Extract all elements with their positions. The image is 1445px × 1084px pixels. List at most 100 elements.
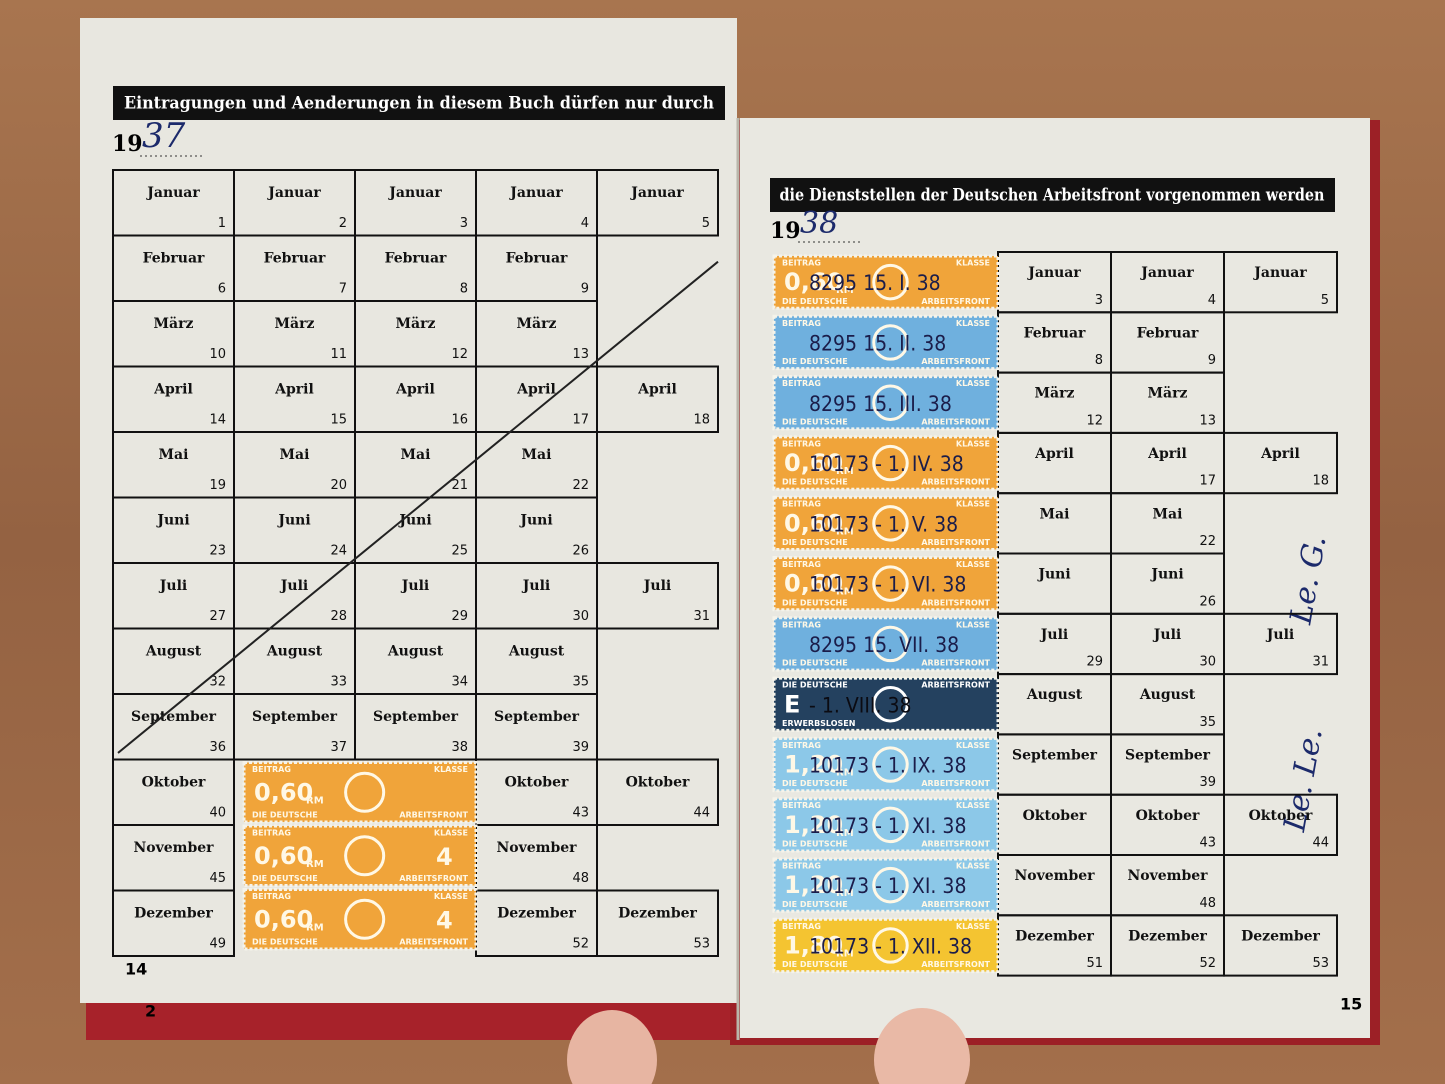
week-number: 9 xyxy=(581,282,589,297)
stamp-class: 4 xyxy=(436,906,453,934)
week-number: 4 xyxy=(581,216,589,231)
week-number: 51 xyxy=(1086,956,1103,971)
week-cell xyxy=(1223,251,1338,314)
month-label: Oktober xyxy=(1136,808,1200,824)
week-number: 16 xyxy=(451,413,468,428)
stamp-unit: RM xyxy=(836,466,854,477)
month-label: November xyxy=(496,840,577,856)
week-number: 17 xyxy=(1199,474,1216,489)
week-cell xyxy=(596,889,719,957)
stamp-label: BEITRAG xyxy=(782,319,821,328)
stamp-cancel: 10173 - 1. IX. 38 xyxy=(809,754,966,778)
stamp-label: KLASSE xyxy=(956,922,990,931)
month-label: Juli xyxy=(158,578,187,594)
week-number: 10 xyxy=(209,347,226,362)
stamp-emblem xyxy=(872,686,909,723)
stamp: BEITRAG KLASSE DIE DEUTSCHE ARBEITSFRONT 1,2… xyxy=(772,857,1000,913)
month-label: April xyxy=(1260,446,1300,462)
stamp-unit: RM xyxy=(306,795,324,806)
stamp-label: KLASSE xyxy=(956,500,990,509)
stamp-label: DIE DEUTSCHE xyxy=(782,417,848,426)
week-number: 23 xyxy=(209,544,226,559)
month-label: November xyxy=(1014,868,1095,884)
week-number: 6 xyxy=(218,282,226,297)
week-number: 18 xyxy=(1312,474,1329,489)
stamp-label: BEITRAG xyxy=(782,620,821,629)
week-number: 40 xyxy=(209,806,226,821)
week-number: 32 xyxy=(209,675,226,690)
stamp-label: KLASSE xyxy=(434,892,468,901)
month-label: Oktober xyxy=(1023,808,1087,824)
week-number: 43 xyxy=(572,806,589,821)
stamp-label: BEITRAG xyxy=(782,922,821,931)
month-label: Juli xyxy=(642,578,671,594)
stamp-emblem xyxy=(872,444,909,482)
stamp-unit: RM xyxy=(836,948,854,959)
stamp-label: ARBEITSFRONT xyxy=(921,417,990,426)
finger xyxy=(874,1008,970,1084)
stamp-label: DIE DEUTSCHE xyxy=(782,900,848,909)
month-label: Juli xyxy=(1152,627,1181,643)
stamp-unit: RM xyxy=(836,285,854,296)
week-number: 12 xyxy=(451,347,468,362)
stamp-cancel: 10173 - 1. XI. 38 xyxy=(809,814,966,838)
header-banner xyxy=(770,178,1335,212)
page-number: 14 xyxy=(125,960,147,979)
stamp-label: KLASSE xyxy=(434,765,468,774)
month-label: Oktober xyxy=(505,774,569,790)
stamp-label: KLASSE xyxy=(956,259,990,268)
stamp-unit: RM xyxy=(306,859,324,870)
stamp-value: 0,60 xyxy=(254,778,313,806)
week-number: 12 xyxy=(1086,413,1103,428)
stamp-unit: RM xyxy=(306,922,324,933)
month-label: Mai xyxy=(1040,506,1070,522)
month-label: April xyxy=(395,381,435,397)
month-label: September xyxy=(373,709,459,725)
week-number: 26 xyxy=(1199,594,1216,609)
week-number: 49 xyxy=(209,937,226,952)
stamp-label: DIE DEUTSCHE xyxy=(782,297,848,306)
stamp-label: DIE DEUTSCHE xyxy=(782,659,848,668)
week-number: 48 xyxy=(572,871,589,886)
month-label: Dezember xyxy=(618,905,697,921)
week-number: 24 xyxy=(330,544,347,559)
week-number: 27 xyxy=(209,609,226,624)
stamp-cancel: 8295 15. VII. 38 xyxy=(809,633,959,657)
week-number: 39 xyxy=(572,740,589,755)
stamp-label: KLASSE xyxy=(956,319,990,328)
stamp-label: KLASSE xyxy=(956,862,990,871)
month-label: Juli xyxy=(1039,627,1068,643)
stamp-label: BEITRAG xyxy=(252,765,291,774)
stamp-cancel: 8295 15. I. 38 xyxy=(809,271,941,295)
stamp-label: BEITRAG xyxy=(782,259,821,268)
stamp: BEITRAG KLASSE DIE DEUTSCHE ARBEITSFRONT 0,6… xyxy=(772,495,1000,552)
week-number: 2 xyxy=(339,216,347,231)
week-number: 34 xyxy=(451,675,468,690)
month-label: Mai xyxy=(280,447,310,463)
month-label: März xyxy=(1035,386,1075,402)
month-label: Januar xyxy=(387,185,442,201)
month-label: Juni xyxy=(155,512,189,528)
stamp: BEITRAG KLASSE DIE DEUTSCHE ARBEITSFRONT 1,2… xyxy=(772,797,1000,853)
strike-line xyxy=(117,260,719,754)
week-number: 30 xyxy=(1199,655,1216,670)
stamp-cancel: 10173 - 1. IV. 38 xyxy=(809,452,964,476)
stamp-unit: RM xyxy=(836,526,854,537)
week-cell xyxy=(1223,914,1338,977)
month-label: Oktober xyxy=(142,774,206,790)
stamp-emblem xyxy=(872,625,909,663)
week-number: 19 xyxy=(209,478,226,493)
month-label: Januar xyxy=(145,185,200,201)
stamp-cancel: 10173 - 1. VI. 38 xyxy=(809,573,966,597)
finger xyxy=(567,1010,657,1084)
month-label: Juni xyxy=(276,512,310,528)
week-number: 14 xyxy=(209,413,226,428)
stamp-emblem xyxy=(872,806,909,844)
week-number: 43 xyxy=(1199,836,1216,851)
stamp-label: DIE DEUTSCHE xyxy=(782,960,848,969)
stamp-label: ARBEITSFRONT xyxy=(399,874,468,883)
